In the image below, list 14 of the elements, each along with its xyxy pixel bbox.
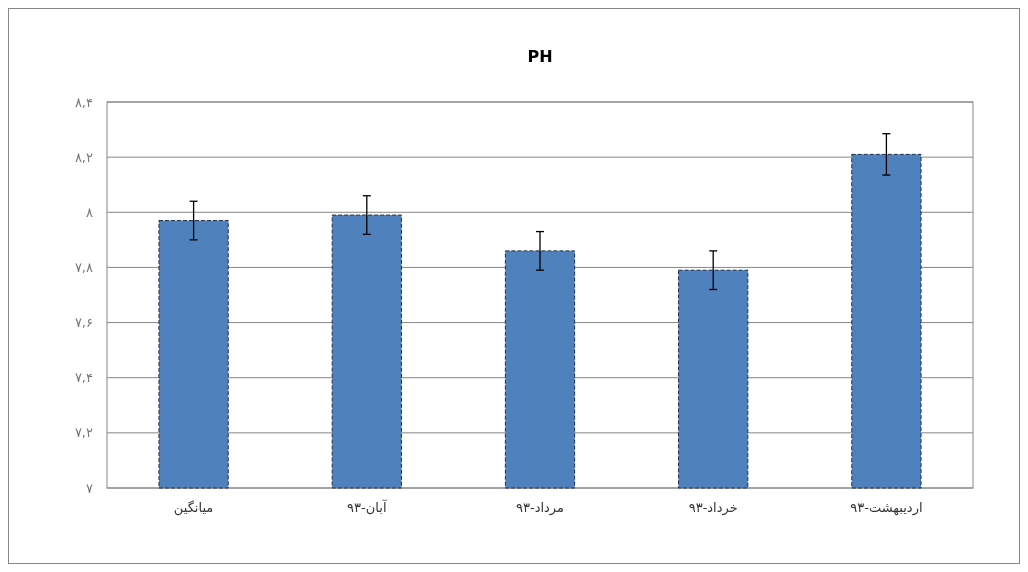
- y-tick-label: ۸,۴: [74, 94, 94, 110]
- y-tick-label: ۷,۲: [74, 425, 94, 441]
- x-tick-label: آبان-۹۳: [347, 499, 388, 515]
- x-tick-label: میانگین: [173, 500, 214, 516]
- x-tick-label: اردیبهشت-۹۳: [850, 500, 923, 516]
- y-tick-label: ۸,۲: [74, 149, 94, 165]
- x-tick-label: خرداد-۹۳: [688, 500, 738, 516]
- chart-title: PH: [527, 47, 553, 66]
- x-tick-label: مرداد-۹۳: [516, 500, 564, 516]
- y-tick-label: ۷,۶: [74, 315, 93, 331]
- y-tick-label: ۷: [86, 480, 94, 496]
- y-tick-label: ۷,۴: [74, 370, 94, 386]
- y-tick-label: ۷,۸: [74, 259, 94, 275]
- y-tick-label: ۸: [86, 204, 94, 220]
